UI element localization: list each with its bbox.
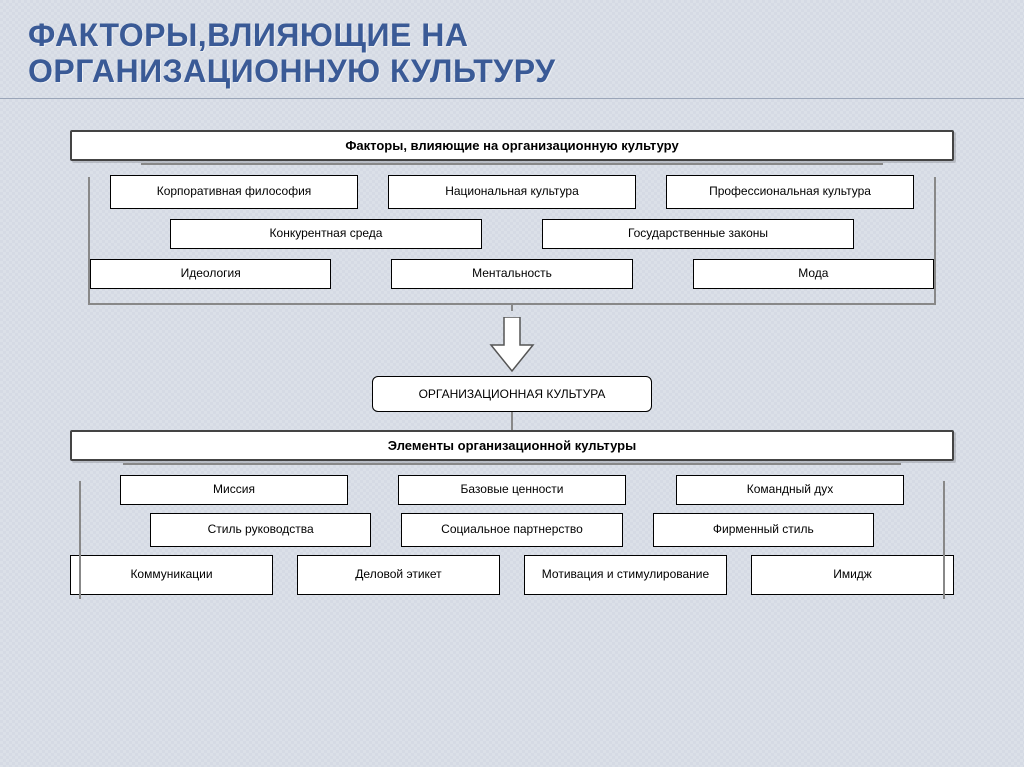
factors-bottom-bracket: [70, 293, 954, 311]
element-box: Мотивация и стимулирование: [524, 555, 727, 595]
element-box: Коммуникации: [70, 555, 273, 595]
factor-box: Профессиональная культура: [666, 175, 914, 209]
factors-top-connector: [70, 163, 954, 167]
factor-box: Идеология: [90, 259, 331, 289]
elements-row-2: Стиль руководства Социальное партнерство…: [70, 513, 954, 547]
factors-row-3: Идеология Ментальность Мода: [70, 259, 954, 289]
elements-row-1: Миссия Базовые ценности Командный дух: [70, 475, 954, 505]
factor-box: Государственные законы: [542, 219, 854, 249]
arrow-down-icon: [70, 317, 954, 372]
factor-box: Национальная культура: [388, 175, 636, 209]
factors-row-1: Корпоративная философия Национальная кул…: [70, 175, 954, 209]
elements-row-3: Коммуникации Деловой этикет Мотивация и …: [70, 555, 954, 595]
element-box: Стиль руководства: [150, 513, 371, 547]
element-box: Миссия: [120, 475, 348, 505]
title-underline: [0, 98, 1024, 99]
element-box: Социальное партнерство: [401, 513, 622, 547]
factors-header: Факторы, влияющие на организационную кул…: [70, 130, 954, 161]
diagram: Факторы, влияющие на организационную кул…: [70, 130, 954, 599]
factor-box: Мода: [693, 259, 934, 289]
factors-row-2: Конкурентная среда Государственные закон…: [70, 219, 954, 249]
center-bottom-connector: [70, 412, 954, 430]
title-line-1: ФАКТОРЫ,ВЛИЯЮЩИЕ НА: [28, 18, 556, 54]
center-box: ОРГАНИЗАЦИОННАЯ КУЛЬТУРА: [372, 376, 652, 412]
elements-top-connector: [70, 463, 954, 467]
elements-header: Элементы организационной культуры: [70, 430, 954, 461]
factor-box: Корпоративная философия: [110, 175, 358, 209]
element-box: Фирменный стиль: [653, 513, 874, 547]
factor-box: Ментальность: [391, 259, 632, 289]
element-box: Базовые ценности: [398, 475, 626, 505]
factor-box: Конкурентная среда: [170, 219, 482, 249]
element-box: Деловой этикет: [297, 555, 500, 595]
element-box: Командный дух: [676, 475, 904, 505]
title-line-2: ОРГАНИЗАЦИОННУЮ КУЛЬТУРУ: [28, 54, 556, 90]
element-box: Имидж: [751, 555, 954, 595]
slide-title: ФАКТОРЫ,ВЛИЯЮЩИЕ НА ОРГАНИЗАЦИОННУЮ КУЛЬ…: [28, 18, 556, 90]
